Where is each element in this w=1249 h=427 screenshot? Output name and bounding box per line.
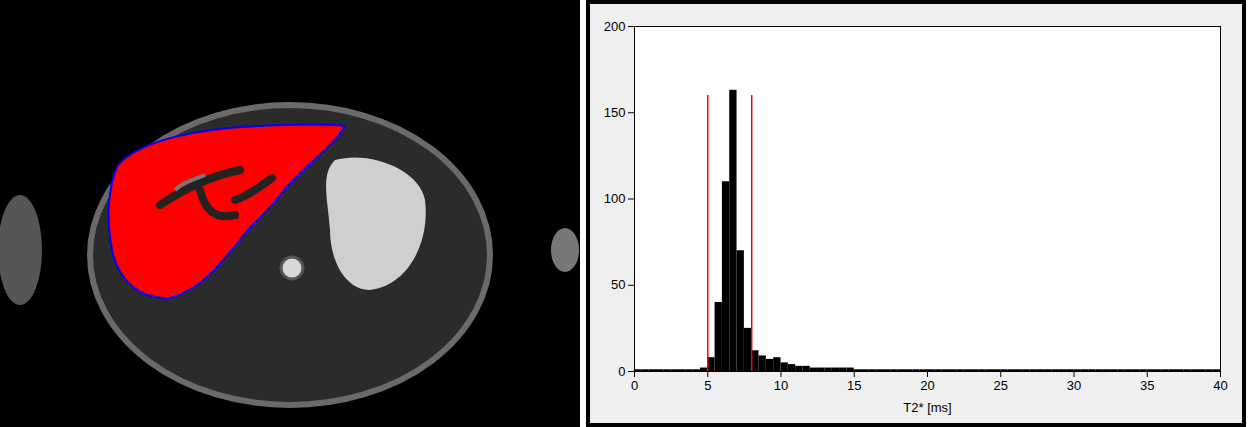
svg-text:35: 35 [1140,378,1154,393]
svg-text:150: 150 [604,105,626,120]
svg-text:40: 40 [1213,378,1227,393]
svg-text:15: 15 [847,378,861,393]
svg-text:10: 10 [774,378,788,393]
svg-text:200: 200 [604,19,626,34]
svg-text:50: 50 [611,277,625,292]
svg-text:25: 25 [994,378,1008,393]
svg-text:0: 0 [618,364,625,379]
svg-text:20: 20 [920,378,934,393]
svg-text:5: 5 [704,378,711,393]
svg-text:0: 0 [631,378,638,393]
svg-text:30: 30 [1067,378,1081,393]
svg-text:100: 100 [604,191,626,206]
svg-text:T2* [ms]: T2* [ms] [903,400,951,415]
